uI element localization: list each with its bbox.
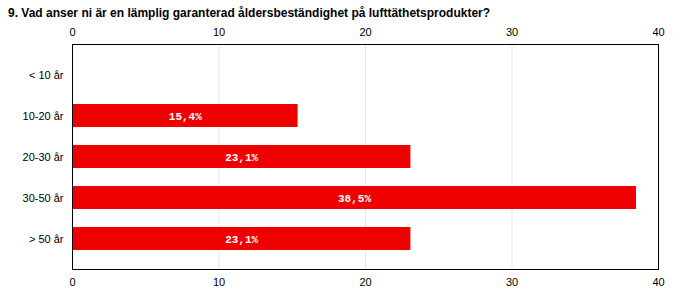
svg-text:38,5%: 38,5% — [338, 193, 371, 205]
svg-text:> 50 år: > 50 år — [29, 233, 64, 245]
svg-text:10: 10 — [213, 276, 225, 288]
html-text:9. Vad anser ni är en lämplig: 9. Vad anser ni är en lämplig garanterad… — [8, 6, 491, 20]
svg-text:30-50 år: 30-50 år — [23, 192, 64, 204]
svg-text:0: 0 — [69, 276, 75, 288]
svg-text:23,1%: 23,1% — [225, 234, 258, 246]
svg-text:20: 20 — [359, 26, 371, 38]
svg-text:23,1%: 23,1% — [225, 152, 258, 164]
svg-text:40: 40 — [652, 26, 664, 38]
svg-text:10: 10 — [213, 26, 225, 38]
svg-text:30: 30 — [506, 26, 518, 38]
svg-text:15,4%: 15,4% — [169, 111, 202, 123]
svg-text:20-30 år: 20-30 år — [23, 151, 64, 163]
svg-text:30: 30 — [506, 276, 518, 288]
svg-text:< 10 år: < 10 år — [29, 69, 64, 81]
svg-text:20: 20 — [359, 276, 371, 288]
svg-text:40: 40 — [652, 276, 664, 288]
svg-text:0: 0 — [69, 26, 75, 38]
svg-text:10-20 år: 10-20 år — [23, 110, 64, 122]
